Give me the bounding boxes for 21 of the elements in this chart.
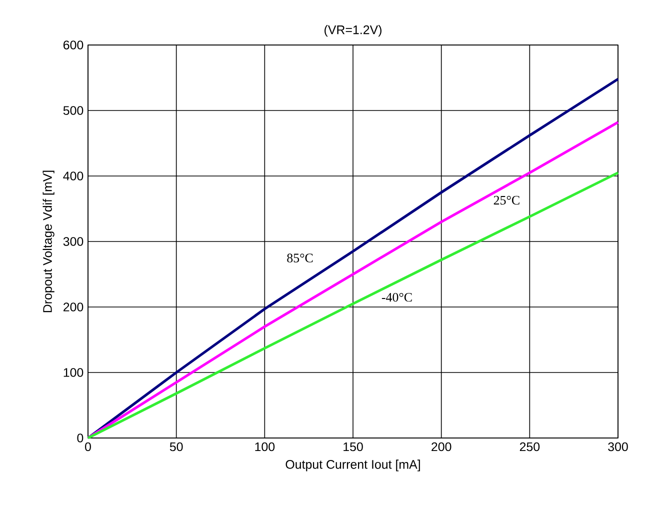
y-axis-title: Dropout Voltage Vdif [mV] xyxy=(42,170,54,312)
series-label: 25°C xyxy=(494,196,520,205)
series-label: -40°C xyxy=(382,292,412,302)
chart-title: (VR=1.2V) xyxy=(324,25,382,37)
y-tick-label: 100 xyxy=(64,368,84,377)
y-tick-label: 0 xyxy=(77,434,84,442)
y-tick-label: 600 xyxy=(64,40,84,50)
y-tick-label: 300 xyxy=(63,237,84,246)
x-tick-label: 250 xyxy=(520,442,540,452)
y-tick-label: 500 xyxy=(63,106,84,115)
y-tick-label: 200 xyxy=(64,302,84,312)
x-tick-label: 150 xyxy=(344,442,363,452)
x-tick-label: 0 xyxy=(85,442,91,452)
line-series xyxy=(86,171,620,440)
y-tick-label: 400 xyxy=(63,172,84,180)
x-tick-label: 100 xyxy=(255,442,275,452)
series-label: 85°C xyxy=(287,254,313,262)
x-axis-title: Output Current Iout [mA] xyxy=(286,460,420,472)
x-tick-label: 300 xyxy=(608,442,628,452)
x-tick-label: 200 xyxy=(432,442,452,452)
x-tick-label: 50 xyxy=(170,442,183,452)
